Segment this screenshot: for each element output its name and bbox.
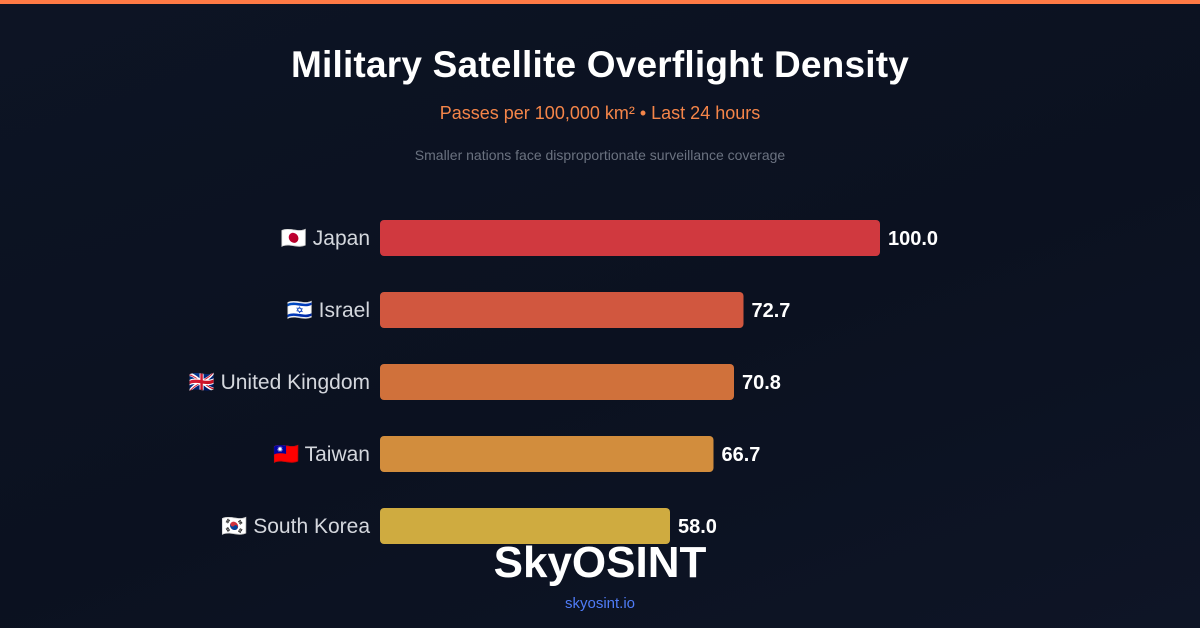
category-label: 🇹🇼 Taiwan [273, 443, 370, 466]
category-label: 🇬🇧 United Kingdom [189, 371, 370, 394]
category-label: 🇯🇵 Japan [281, 227, 370, 250]
brand-logo-text: SkyOSINT [493, 538, 707, 587]
brand-url: skyosint.io [564, 595, 636, 612]
chart-title: Military Satellite Overflight Density [290, 44, 910, 85]
chart-note: Smaller nations face disproportionate su… [414, 147, 786, 163]
value-label: 58.0 [678, 516, 717, 538]
bar [380, 292, 744, 328]
bar [380, 436, 714, 472]
value-label: 70.8 [742, 372, 781, 394]
category-label: 🇰🇷 South Korea [221, 515, 370, 538]
value-label: 100.0 [888, 228, 938, 250]
chart-subtitle: Passes per 100,000 km² • Last 24 hours [439, 103, 761, 123]
bar [380, 508, 670, 544]
value-label: 66.7 [722, 444, 761, 466]
top-accent-bar [0, 0, 1200, 4]
category-label: 🇮🇱 Israel [287, 299, 370, 322]
bar [380, 220, 880, 256]
bar [380, 364, 734, 400]
value-label: 72.7 [752, 300, 791, 322]
